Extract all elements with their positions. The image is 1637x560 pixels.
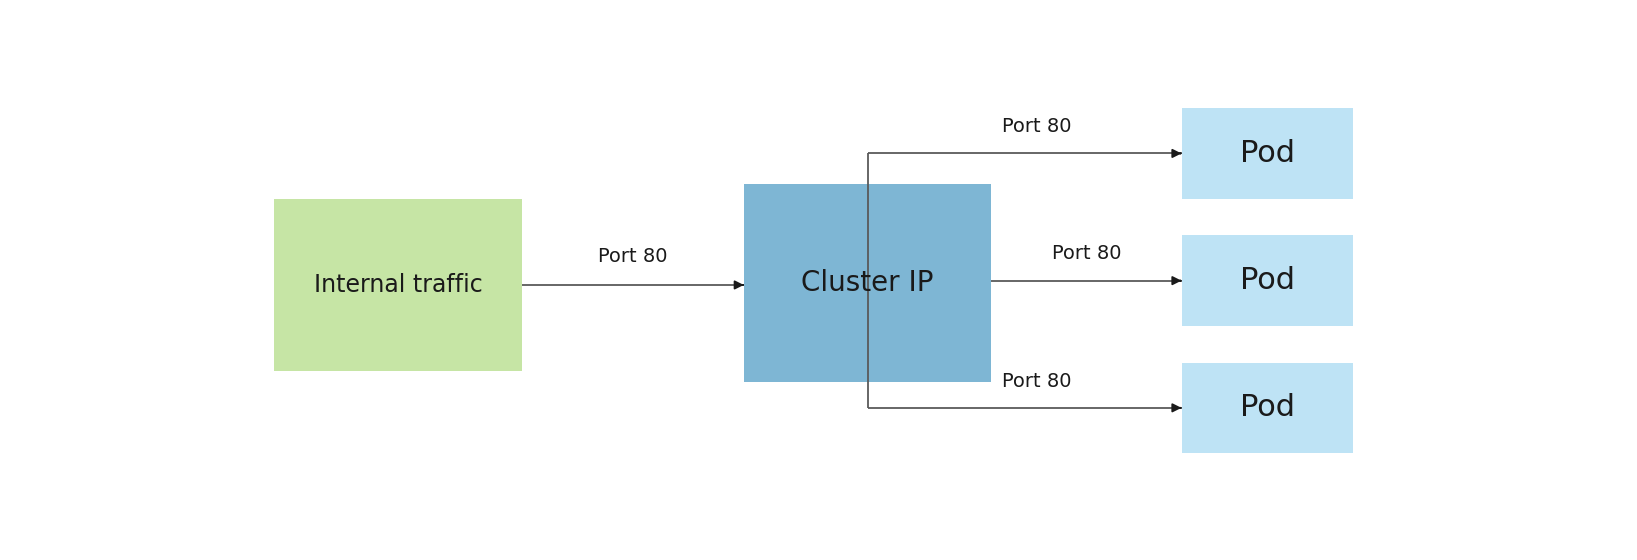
Text: Port 80: Port 80 [1051,244,1121,263]
Text: Pod: Pod [1239,266,1295,295]
FancyBboxPatch shape [1182,108,1352,199]
FancyBboxPatch shape [743,184,992,382]
Text: Cluster IP: Cluster IP [800,269,933,297]
Text: Port 80: Port 80 [1002,372,1072,391]
Text: Port 80: Port 80 [598,246,668,265]
FancyBboxPatch shape [1182,362,1352,453]
Text: Internal traffic: Internal traffic [314,273,483,297]
FancyBboxPatch shape [1182,235,1352,326]
FancyBboxPatch shape [275,199,522,371]
Text: Pod: Pod [1239,393,1295,422]
Text: Pod: Pod [1239,139,1295,168]
Text: Port 80: Port 80 [1002,117,1072,136]
